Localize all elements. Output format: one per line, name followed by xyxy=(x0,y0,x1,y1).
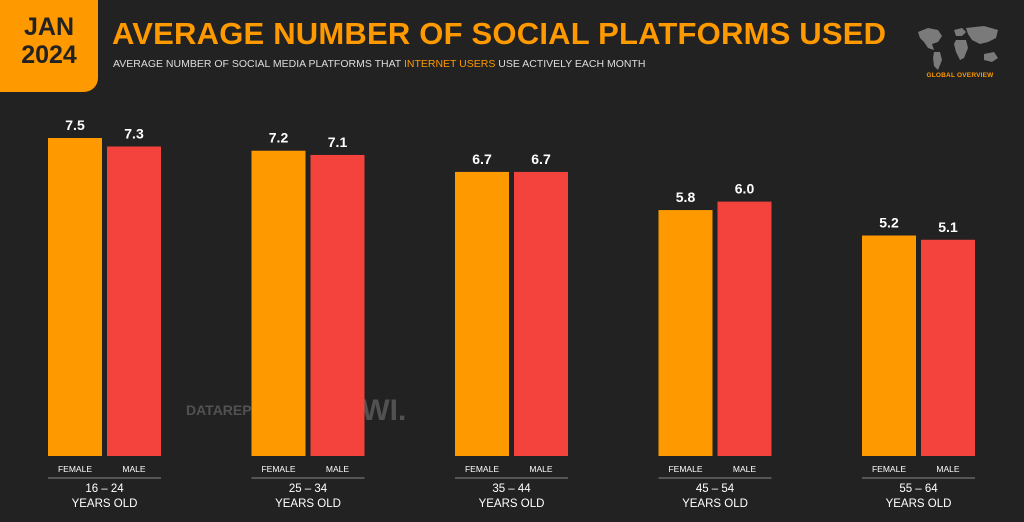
category-label-3: 45 – 54 xyxy=(696,483,735,495)
category-sublabel-0: YEARS OLD xyxy=(72,498,138,510)
bar-male-4 xyxy=(921,239,975,456)
series-label-female-1: FEMALE xyxy=(261,464,295,474)
category-label-2: 35 – 44 xyxy=(492,483,531,495)
value-label-female-3: 5.8 xyxy=(676,189,696,205)
category-sublabel-3: YEARS OLD xyxy=(682,498,748,510)
category-sublabel-1: YEARS OLD xyxy=(275,498,341,510)
bar-male-2 xyxy=(514,171,568,457)
bar-female-3 xyxy=(658,210,713,456)
value-label-female-1: 7.2 xyxy=(269,130,289,146)
category-label-0: 16 – 24 xyxy=(85,483,124,495)
bar-female-1 xyxy=(251,150,306,456)
map-caption: GLOBAL OVERVIEW xyxy=(926,72,994,79)
subtitle-text-end: USE ACTIVELY EACH MONTH xyxy=(495,58,646,70)
value-label-female-0: 7.5 xyxy=(65,117,85,133)
series-label-male-3: MALE xyxy=(733,464,756,474)
value-label-male-4: 5.1 xyxy=(938,219,958,235)
series-label-female-3: FEMALE xyxy=(668,464,702,474)
bar-male-1 xyxy=(310,154,365,456)
series-label-male-1: MALE xyxy=(326,464,349,474)
bar-female-4 xyxy=(862,235,916,456)
series-label-male-2: MALE xyxy=(529,464,552,474)
series-label-male-0: MALE xyxy=(122,464,145,474)
bar-female-2 xyxy=(455,171,509,457)
page-title: AVERAGE NUMBER OF SOCIAL PLATFORMS USED xyxy=(112,16,887,51)
bar-female-0 xyxy=(48,138,102,456)
bar-male-3 xyxy=(717,201,772,456)
world-map-icon xyxy=(918,26,998,70)
badge-year: 2024 xyxy=(21,41,77,69)
page-subtitle: AVERAGE NUMBER OF SOCIAL MEDIA PLATFORMS… xyxy=(113,58,646,70)
value-label-female-4: 5.2 xyxy=(879,215,899,231)
series-label-female-4: FEMALE xyxy=(872,464,906,474)
value-label-male-1: 7.1 xyxy=(328,134,348,150)
subtitle-text-start: AVERAGE NUMBER OF SOCIAL MEDIA PLATFORMS… xyxy=(113,58,404,70)
category-label-4: 55 – 64 xyxy=(899,483,938,495)
value-label-male-2: 6.7 xyxy=(531,151,551,167)
value-label-male-0: 7.3 xyxy=(124,125,144,141)
date-badge: JAN 2024 xyxy=(0,0,98,92)
subtitle-highlight: INTERNET USERS xyxy=(403,58,496,70)
series-label-male-4: MALE xyxy=(936,464,959,474)
category-sublabel-2: YEARS OLD xyxy=(479,498,545,510)
value-label-female-2: 6.7 xyxy=(472,151,492,167)
bar-male-0 xyxy=(107,146,161,457)
category-label-1: 25 – 34 xyxy=(289,483,328,495)
series-label-female-2: FEMALE xyxy=(465,464,499,474)
value-label-male-3: 6.0 xyxy=(735,181,755,197)
category-sublabel-4: YEARS OLD xyxy=(886,498,952,510)
series-label-female-0: FEMALE xyxy=(58,464,92,474)
badge-month: JAN xyxy=(23,13,74,41)
